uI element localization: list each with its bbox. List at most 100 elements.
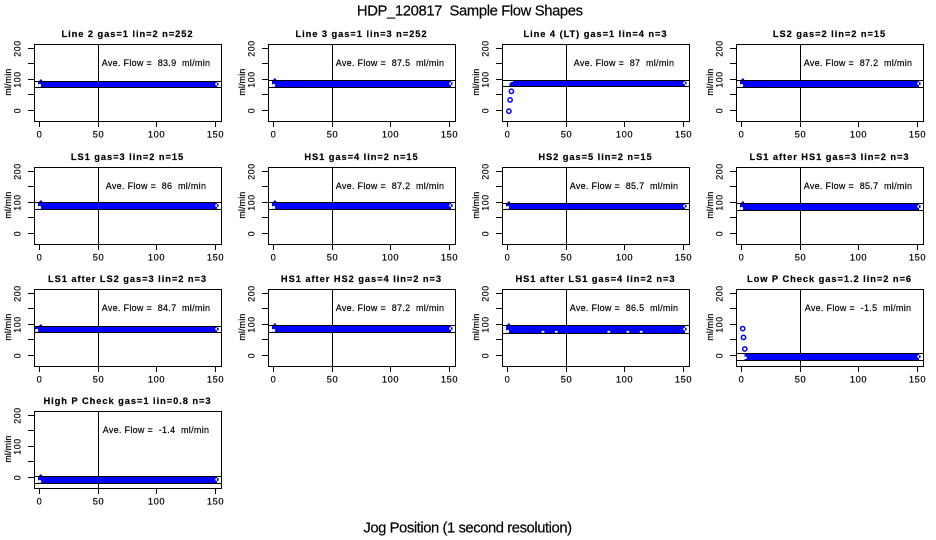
svg-text:Ave. Flow = 86.5 ml/min: Ave. Flow = 86.5 ml/min xyxy=(570,303,679,313)
svg-text:LS1 gas=3 lin=2 n=15: LS1 gas=3 lin=2 n=15 xyxy=(71,152,184,162)
svg-text:0: 0 xyxy=(715,353,725,359)
svg-text:0: 0 xyxy=(505,253,511,263)
svg-text:100: 100 xyxy=(616,375,633,385)
svg-text:HS1 after LS1 gas=4 lin=2 n=3: HS1 after LS1 gas=4 lin=2 n=3 xyxy=(515,274,675,284)
svg-text:Ave. Flow = 85.7 ml/min: Ave. Flow = 85.7 ml/min xyxy=(804,181,913,191)
svg-text:200: 200 xyxy=(247,163,257,179)
svg-text:100: 100 xyxy=(382,375,399,385)
svg-text:100: 100 xyxy=(850,130,867,140)
svg-text:Ave. Flow = 87 ml/min: Ave. Flow = 87 ml/min xyxy=(574,58,675,68)
svg-text:100: 100 xyxy=(13,438,23,454)
svg-text:0: 0 xyxy=(37,130,43,140)
svg-text:150: 150 xyxy=(207,253,224,263)
svg-text:ml/min: ml/min xyxy=(471,69,481,96)
svg-text:0: 0 xyxy=(271,253,277,263)
svg-text:100: 100 xyxy=(247,71,257,87)
svg-text:100: 100 xyxy=(715,316,725,332)
svg-text:0: 0 xyxy=(271,375,277,385)
svg-text:0: 0 xyxy=(247,353,257,359)
svg-text:ml/min: ml/min xyxy=(471,314,481,341)
svg-text:HS1 after HS2 gas=4 lin=2 n=3: HS1 after HS2 gas=4 lin=2 n=3 xyxy=(281,274,442,284)
svg-text:100: 100 xyxy=(850,253,867,263)
svg-text:50: 50 xyxy=(561,375,573,385)
svg-text:0: 0 xyxy=(247,231,257,237)
svg-text:0: 0 xyxy=(13,353,23,359)
svg-text:Low P Check gas=1.2 lin=2 n=6: Low P Check gas=1.2 lin=2 n=6 xyxy=(747,274,912,284)
svg-text:Line 2 gas=1 lin=2 n=252: Line 2 gas=1 lin=2 n=252 xyxy=(61,29,193,39)
svg-text:ml/min: ml/min xyxy=(3,69,13,96)
svg-text:50: 50 xyxy=(795,375,807,385)
svg-text:0: 0 xyxy=(505,130,511,140)
svg-text:100: 100 xyxy=(247,194,257,210)
svg-text:100: 100 xyxy=(481,316,491,332)
svg-text:100: 100 xyxy=(148,253,165,263)
svg-text:Ave. Flow = 87.2 ml/min: Ave. Flow = 87.2 ml/min xyxy=(336,181,445,191)
svg-text:HDP_120817 Sample Flow Shapes: HDP_120817 Sample Flow Shapes xyxy=(357,3,583,19)
svg-text:0: 0 xyxy=(481,231,491,237)
svg-text:200: 200 xyxy=(247,285,257,301)
svg-text:ml/min: ml/min xyxy=(237,192,247,219)
svg-text:150: 150 xyxy=(441,375,458,385)
svg-text:50: 50 xyxy=(93,130,105,140)
svg-text:200: 200 xyxy=(481,40,491,56)
svg-text:ml/min: ml/min xyxy=(3,436,13,463)
svg-text:HS1 gas=4 lin=2 n=15: HS1 gas=4 lin=2 n=15 xyxy=(304,152,418,162)
svg-text:200: 200 xyxy=(481,285,491,301)
svg-text:100: 100 xyxy=(481,71,491,87)
svg-text:100: 100 xyxy=(382,130,399,140)
svg-text:ml/min: ml/min xyxy=(237,314,247,341)
svg-text:0: 0 xyxy=(247,108,257,114)
svg-text:50: 50 xyxy=(561,130,573,140)
svg-text:0: 0 xyxy=(505,375,511,385)
svg-text:0: 0 xyxy=(271,130,277,140)
svg-text:100: 100 xyxy=(148,130,165,140)
svg-text:100: 100 xyxy=(148,497,165,507)
svg-text:50: 50 xyxy=(327,130,339,140)
svg-text:100: 100 xyxy=(715,194,725,210)
svg-text:Jog Position (1 second resolut: Jog Position (1 second resolution) xyxy=(363,520,572,536)
svg-text:0: 0 xyxy=(481,353,491,359)
svg-text:150: 150 xyxy=(207,497,224,507)
svg-text:150: 150 xyxy=(675,130,692,140)
svg-text:150: 150 xyxy=(675,375,692,385)
svg-text:150: 150 xyxy=(909,253,926,263)
svg-text:ml/min: ml/min xyxy=(705,192,715,219)
svg-text:Ave. Flow = 85.7 ml/min: Ave. Flow = 85.7 ml/min xyxy=(570,181,679,191)
svg-text:LS2 gas=2 lin=2 n=15: LS2 gas=2 lin=2 n=15 xyxy=(773,29,886,39)
svg-text:0: 0 xyxy=(481,108,491,114)
svg-text:200: 200 xyxy=(715,285,725,301)
svg-text:150: 150 xyxy=(207,375,224,385)
svg-text:ml/min: ml/min xyxy=(471,192,481,219)
svg-text:0: 0 xyxy=(37,375,43,385)
svg-text:Ave. Flow = 83.9 ml/min: Ave. Flow = 83.9 ml/min xyxy=(102,58,211,68)
svg-text:200: 200 xyxy=(13,163,23,179)
svg-text:100: 100 xyxy=(247,316,257,332)
svg-text:150: 150 xyxy=(441,130,458,140)
svg-text:150: 150 xyxy=(909,375,926,385)
svg-text:150: 150 xyxy=(909,130,926,140)
svg-text:Ave. Flow = 84.7 ml/min: Ave. Flow = 84.7 ml/min xyxy=(102,303,211,313)
svg-text:50: 50 xyxy=(795,253,807,263)
svg-text:Ave. Flow = 87.2 ml/min: Ave. Flow = 87.2 ml/min xyxy=(336,303,445,313)
svg-text:100: 100 xyxy=(715,71,725,87)
svg-text:ml/min: ml/min xyxy=(237,69,247,96)
svg-text:50: 50 xyxy=(795,130,807,140)
svg-text:200: 200 xyxy=(481,163,491,179)
svg-text:50: 50 xyxy=(327,253,339,263)
svg-text:100: 100 xyxy=(13,194,23,210)
svg-text:200: 200 xyxy=(13,285,23,301)
svg-text:200: 200 xyxy=(13,40,23,56)
svg-text:50: 50 xyxy=(93,375,105,385)
svg-text:0: 0 xyxy=(739,130,745,140)
svg-text:0: 0 xyxy=(13,108,23,114)
svg-text:0: 0 xyxy=(13,231,23,237)
svg-text:100: 100 xyxy=(13,71,23,87)
svg-text:50: 50 xyxy=(327,375,339,385)
svg-text:Ave. Flow = -1.4 ml/min: Ave. Flow = -1.4 ml/min xyxy=(103,425,210,435)
svg-text:100: 100 xyxy=(13,316,23,332)
svg-text:Ave. Flow = -1.5 ml/min: Ave. Flow = -1.5 ml/min xyxy=(805,303,912,313)
svg-text:150: 150 xyxy=(207,130,224,140)
svg-text:100: 100 xyxy=(382,253,399,263)
svg-text:Line 3 gas=1 lin=3 n=252: Line 3 gas=1 lin=3 n=252 xyxy=(295,29,427,39)
svg-text:100: 100 xyxy=(616,130,633,140)
